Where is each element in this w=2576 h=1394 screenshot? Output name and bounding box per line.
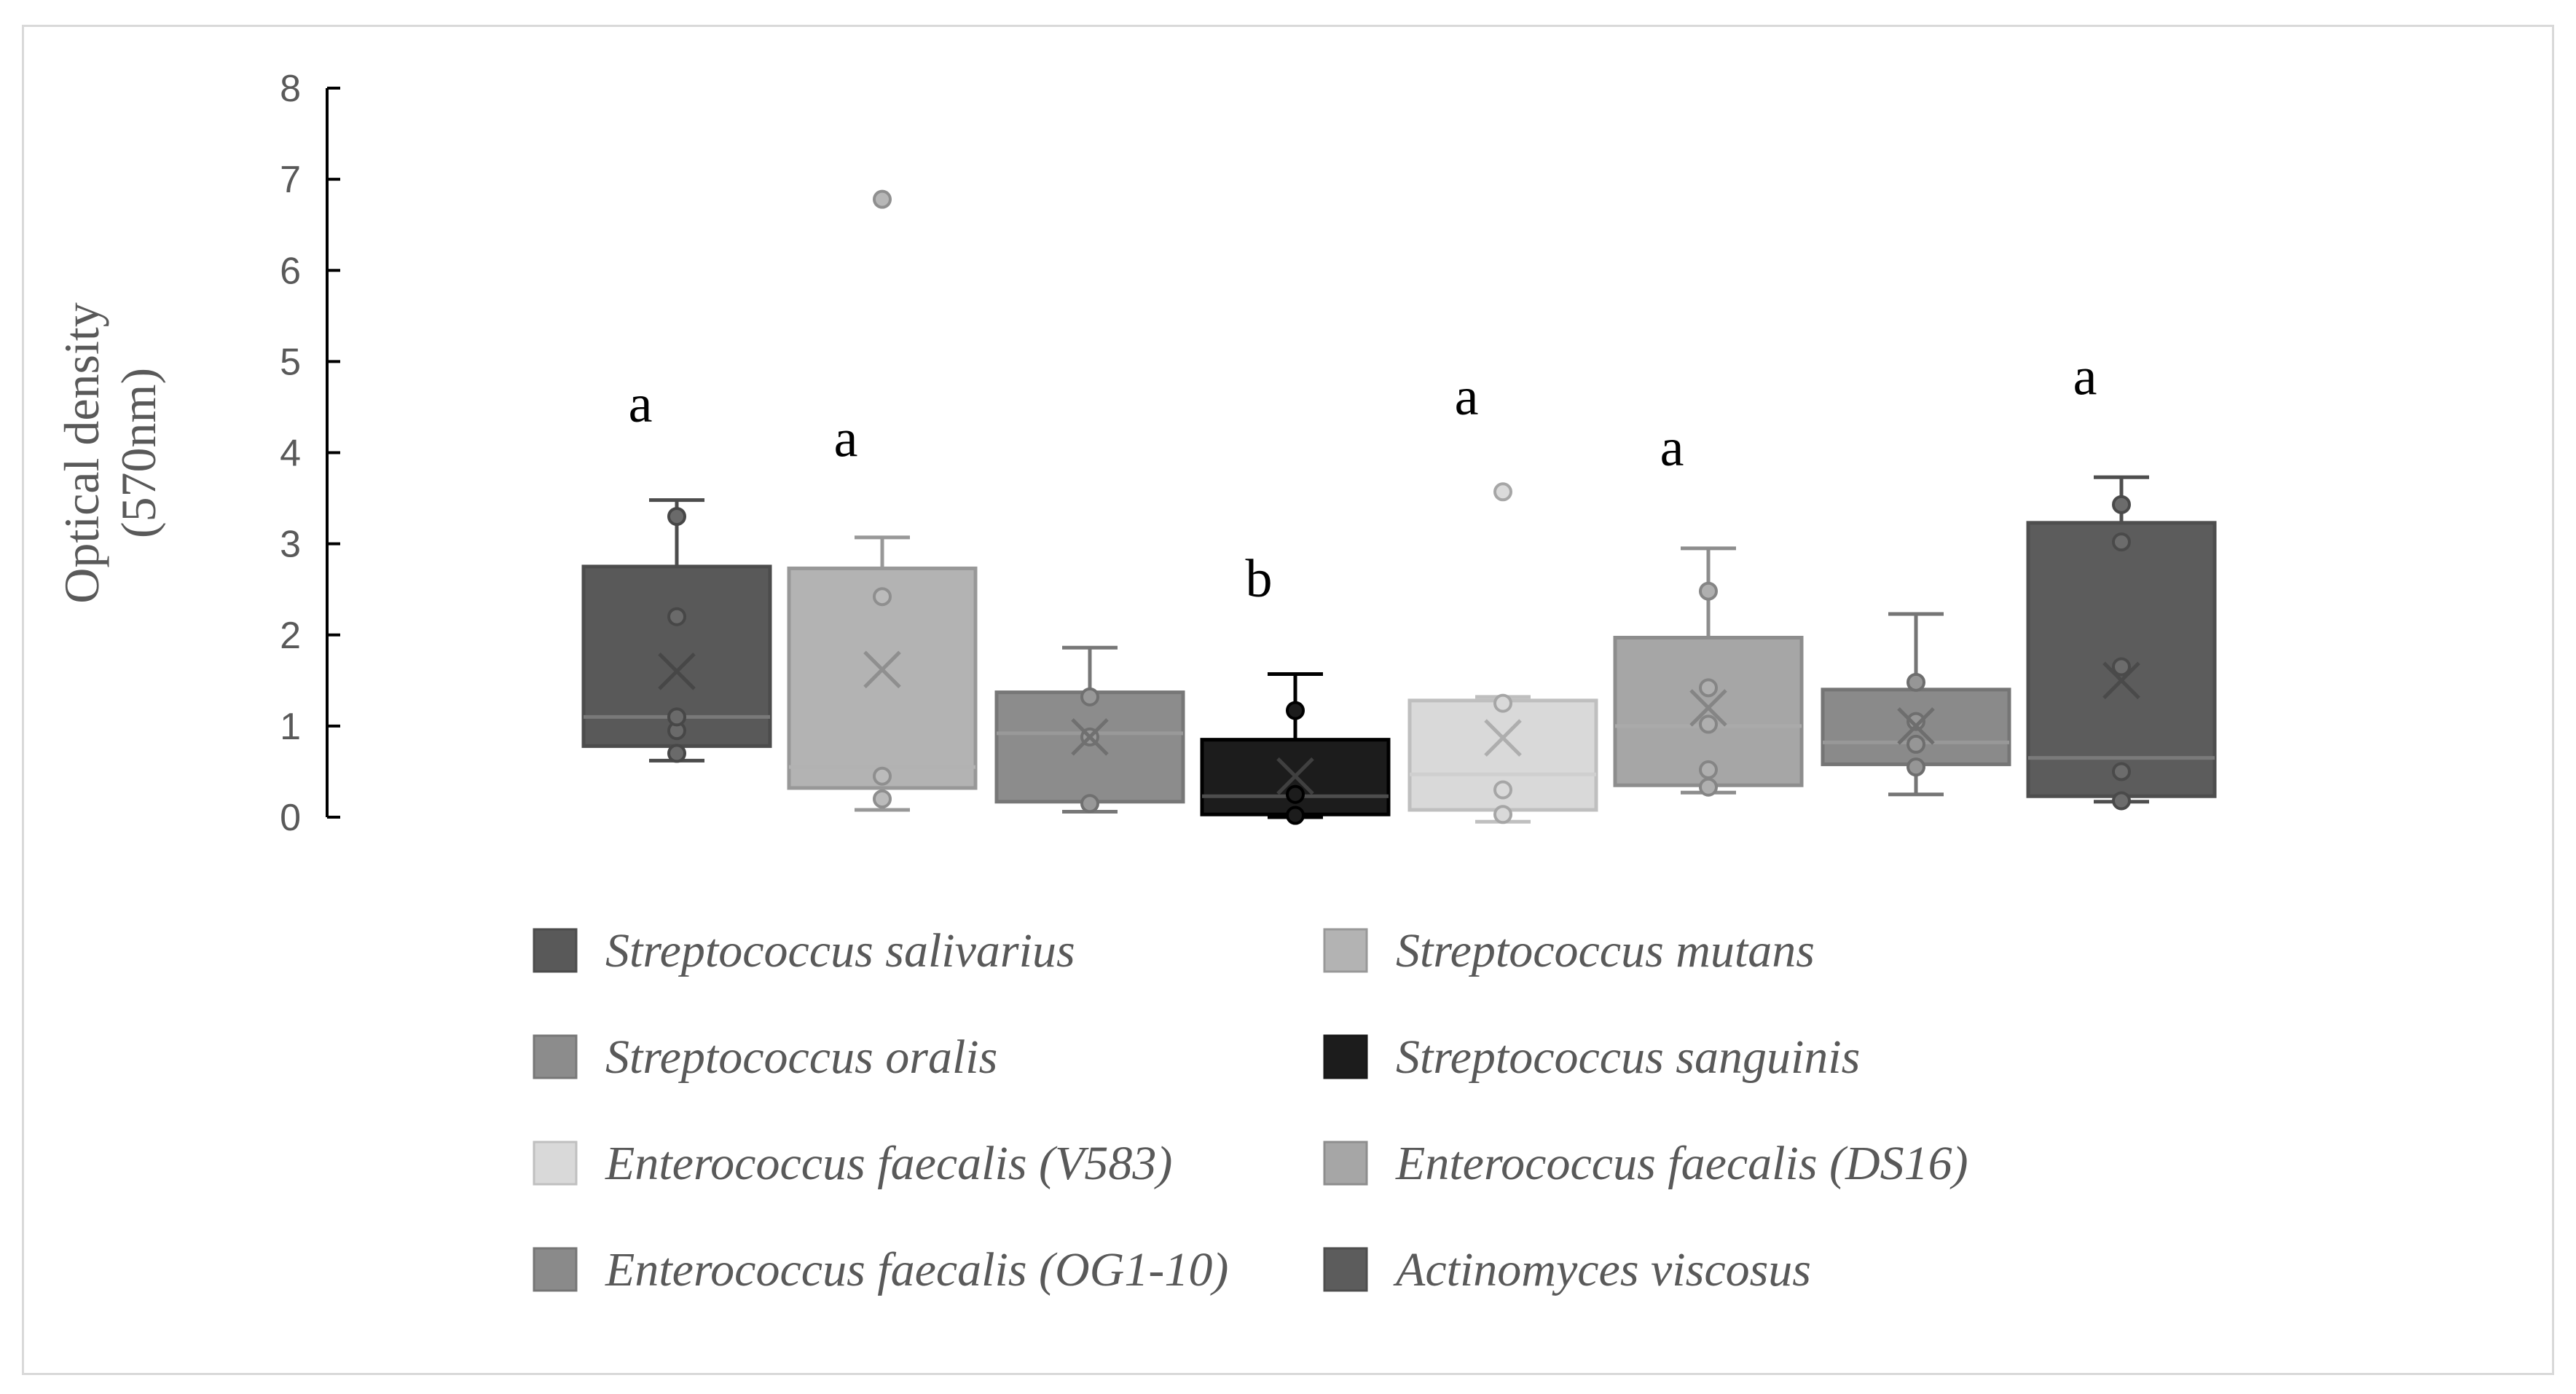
legend-label: Streptococcus mutans <box>1396 924 1815 977</box>
legend-item[interactable]: Enterococcus faecalis (OG1-10) <box>533 1243 1228 1296</box>
y-tick-label: 7 <box>280 159 301 201</box>
mean-marker <box>1897 707 1935 745</box>
mean-marker <box>2102 661 2140 700</box>
box-plot-chart: 0 1 2 3 4 5 6 7 8 Optical density (570nm) a a b a a a S… <box>54 68 2217 1296</box>
mean-marker <box>1689 689 1727 727</box>
y-tick-label: 2 <box>280 615 301 657</box>
data-point[interactable] <box>667 507 686 527</box>
significance-letter: a <box>834 409 858 468</box>
box-series-5[interactable]: a <box>1407 367 1598 824</box>
significance-letter: a <box>1455 367 1479 427</box>
y-tick-label: 0 <box>280 797 301 839</box>
mean-marker <box>1484 719 1522 757</box>
legend-label: Streptococcus salivarius <box>605 924 1075 977</box>
y-tick-label: 6 <box>280 250 301 292</box>
data-point[interactable] <box>667 707 686 727</box>
data-point[interactable] <box>1699 714 1718 734</box>
legend-item[interactable]: Streptococcus salivarius <box>533 924 1075 977</box>
y-tick-label: 3 <box>280 524 301 566</box>
data-point[interactable] <box>1080 794 1099 814</box>
significance-letter: b <box>1246 549 1273 609</box>
legend-item[interactable]: Enterococcus faecalis (DS16) <box>1323 1137 1968 1190</box>
chart-frame: 0 1 2 3 4 5 6 7 8 Optical density (570nm) a a b a a a S… <box>22 25 2554 1375</box>
legend-swatch <box>1323 1247 1368 1292</box>
data-point[interactable] <box>2112 657 2131 677</box>
legend-item[interactable]: Streptococcus oralis <box>533 1031 997 1084</box>
legend-swatch <box>1323 1034 1368 1079</box>
data-point[interactable] <box>667 607 686 626</box>
data-point[interactable] <box>2112 791 2131 811</box>
y-tick-label: 1 <box>280 706 301 748</box>
legend-item[interactable]: Actinomyces viscosus <box>1323 1243 1811 1296</box>
data-point[interactable] <box>1493 805 1512 824</box>
data-point[interactable] <box>1493 693 1512 713</box>
legend-label: Streptococcus oralis <box>605 1031 997 1084</box>
legend-label: Enterococcus faecalis (DS16) <box>1395 1137 1968 1190</box>
data-point[interactable] <box>1286 806 1305 825</box>
legend-label: Streptococcus sanguinis <box>1396 1031 1860 1084</box>
mean-marker <box>658 653 696 690</box>
y-tick-label: 8 <box>280 68 301 110</box>
outlier-point[interactable] <box>873 189 892 209</box>
y-axis-label: Optical density (570nm) <box>54 302 166 604</box>
legend-item[interactable]: Enterococcus faecalis (V583) <box>533 1137 1172 1190</box>
legend-swatch <box>1323 1141 1368 1186</box>
data-point[interactable] <box>1907 712 1925 731</box>
mean-marker <box>1276 757 1314 795</box>
legend-swatch <box>533 1034 578 1079</box>
data-point[interactable] <box>1080 687 1099 706</box>
data-point[interactable] <box>667 744 686 763</box>
legend-swatch <box>1323 928 1368 973</box>
legend-label: Actinomyces viscosus <box>1393 1243 1811 1296</box>
data-point[interactable] <box>1699 777 1718 797</box>
significance-letter: a <box>2073 347 2097 406</box>
legend-swatch <box>533 1141 578 1186</box>
data-point[interactable] <box>1907 734 1925 754</box>
box-series-4[interactable]: b <box>1200 549 1391 825</box>
data-point[interactable] <box>873 766 892 786</box>
legend-label: Enterococcus faecalis (OG1-10) <box>605 1243 1228 1296</box>
data-point[interactable] <box>873 587 892 607</box>
data-point[interactable] <box>1286 784 1305 804</box>
box-series-2[interactable]: a <box>787 189 978 812</box>
data-point[interactable] <box>1907 757 1925 777</box>
legend-swatch <box>533 928 578 973</box>
data-point[interactable] <box>2112 532 2131 552</box>
box-series-3[interactable] <box>994 645 1185 814</box>
data-point[interactable] <box>2112 762 2131 781</box>
box-body[interactable] <box>994 690 1185 804</box>
box-series-7[interactable] <box>1821 612 2011 797</box>
legend-item[interactable]: Streptococcus mutans <box>1323 924 1815 977</box>
data-point[interactable] <box>1699 760 1718 779</box>
y-tick-label: 5 <box>280 341 301 383</box>
legend-swatch <box>533 1247 578 1292</box>
mean-marker <box>1071 718 1109 756</box>
y-tick-label: 4 <box>280 433 301 475</box>
legend-label: Enterococcus faecalis (V583) <box>605 1137 1172 1190</box>
data-point[interactable] <box>873 789 892 808</box>
data-point[interactable] <box>1699 581 1718 601</box>
outlier-point[interactable] <box>1493 482 1512 502</box>
significance-letter: a <box>629 374 653 434</box>
box-series-6[interactable]: a <box>1613 418 1804 797</box>
data-point[interactable] <box>1286 701 1305 720</box>
data-point[interactable] <box>1493 780 1512 800</box>
legend-item[interactable]: Streptococcus sanguinis <box>1323 1031 1860 1084</box>
significance-letter: a <box>1660 418 1684 478</box>
y-axis-label-line-2: (570nm) <box>111 368 166 538</box>
mean-marker <box>863 650 901 689</box>
data-point[interactable] <box>1699 678 1718 698</box>
y-axis-label-line-1: Optical density <box>54 302 109 604</box>
box-series-1[interactable]: a <box>581 374 772 763</box>
box-series-8[interactable]: a <box>2026 347 2217 811</box>
data-point[interactable] <box>1907 672 1925 692</box>
data-point[interactable] <box>2112 495 2131 514</box>
